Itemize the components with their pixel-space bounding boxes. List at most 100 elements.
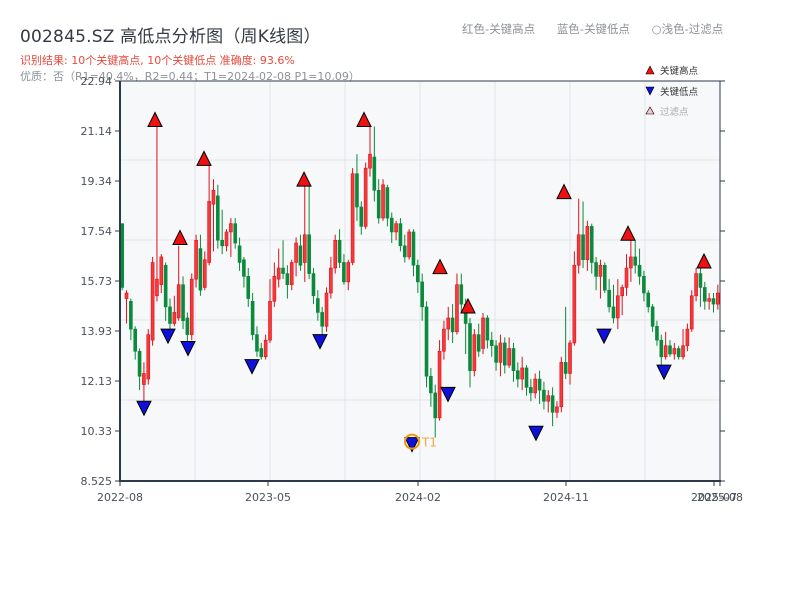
candle-body	[494, 345, 498, 363]
candle-body	[168, 306, 172, 324]
candle-body	[572, 264, 577, 344]
key-low-icon	[596, 328, 612, 345]
candle-body	[229, 223, 233, 233]
candle-body	[533, 378, 538, 394]
candle-body	[711, 298, 716, 305]
page-title: 002845.SZ 高低点分析图（周K线图）	[20, 27, 321, 47]
candle-body	[194, 239, 198, 280]
candle-body	[585, 226, 590, 261]
candle-body	[442, 328, 446, 352]
y-tick-label: 19.34	[81, 175, 113, 188]
y-tick-label: 12.13	[81, 375, 113, 388]
low-triangle-icon	[645, 86, 655, 96]
x-axis-ticks: 2022-08 2023-05 2024-02 2024-11 2025-072025-…	[97, 481, 743, 504]
x-tick-label: 2025-07	[691, 491, 737, 504]
candle-body	[372, 156, 377, 191]
candle-body	[663, 345, 668, 358]
key-low-icon	[180, 341, 196, 357]
candle-body	[211, 190, 216, 205]
key-high-icon	[147, 111, 163, 128]
key-low-icon	[160, 328, 176, 345]
y-tick-label: 17.54	[81, 225, 113, 238]
candle-body	[207, 201, 211, 263]
candle-body	[707, 298, 711, 302]
candle-body	[668, 345, 672, 355]
candle-body	[289, 262, 294, 285]
candle-body	[681, 345, 685, 358]
candle-body	[368, 153, 372, 169]
candle-body	[324, 292, 329, 327]
y-tick-label: 8.525	[81, 475, 113, 488]
key-high-icon	[432, 258, 448, 275]
candle-body	[511, 348, 516, 371]
candle-body	[420, 281, 424, 308]
legend-filtered-label: 过滤点	[660, 106, 689, 118]
candle-body	[363, 167, 368, 227]
candle-body	[359, 206, 364, 227]
candle-body	[702, 287, 707, 302]
candle-body	[146, 334, 151, 380]
candle-body	[476, 334, 481, 352]
x-tick-label: 2023-05	[245, 491, 291, 504]
key-high-icon	[620, 225, 636, 241]
filtered-triangle-icon	[645, 106, 655, 115]
candle-body	[524, 367, 529, 388]
y-tick-label: 10.33	[81, 425, 113, 438]
key-low-icon	[136, 400, 152, 417]
y-tick-label: 21.14	[81, 125, 113, 138]
candle-body	[216, 195, 220, 241]
candle-body	[124, 292, 129, 299]
x-tick-label: 2025-08	[697, 491, 743, 504]
candle-body	[468, 323, 472, 371]
candle-body	[633, 256, 638, 266]
key-high-icon	[296, 171, 312, 187]
candle-body	[455, 284, 459, 333]
candle-body	[337, 239, 342, 263]
gridlines	[120, 81, 720, 481]
key-high-icon	[556, 183, 572, 200]
candle-body	[563, 362, 568, 374]
high-triangle-icon	[645, 65, 655, 75]
legend-light-filtered: ○浅色-过滤点	[651, 22, 724, 36]
candle-body	[502, 342, 507, 366]
key-low-icon	[528, 425, 544, 442]
t1-ring-icon	[404, 433, 420, 450]
candle-body	[181, 284, 185, 322]
candle-body	[150, 262, 155, 341]
candle-body	[311, 273, 316, 297]
candle-body	[346, 262, 351, 283]
candle-body	[333, 239, 338, 269]
key-low-icon	[440, 386, 456, 403]
candle-body	[620, 287, 624, 297]
candles	[120, 126, 720, 438]
y-tick-label: 22.94	[81, 75, 113, 88]
candle-body	[255, 334, 259, 352]
candle-body	[350, 173, 355, 263]
candle-body	[698, 273, 703, 288]
candle-body	[176, 284, 181, 319]
candle-body	[137, 350, 142, 377]
candle-body	[398, 223, 403, 247]
legend-low-label: 关键低点	[660, 86, 699, 98]
candle-body	[589, 226, 594, 263]
candle-body	[685, 328, 690, 347]
y-axis-ticks: 22.94 21.14 19.34 17.54 15.73 13.93 12.13 10.33…	[81, 75, 725, 488]
candle-body	[389, 217, 394, 233]
t1-label: T1	[421, 436, 437, 450]
legend-blue-low: 蓝色-关键低点	[556, 22, 630, 36]
candle-body	[450, 317, 455, 333]
candle-body	[646, 292, 651, 308]
candle-body	[233, 223, 238, 244]
candle-body	[394, 223, 398, 233]
candle-body	[602, 264, 607, 291]
key-low-icon	[244, 359, 260, 375]
candle-body	[129, 301, 133, 330]
candle-body	[659, 339, 664, 358]
key-high-icon	[196, 150, 212, 166]
candle-body	[642, 276, 646, 294]
candle-body	[520, 367, 524, 380]
candle-body	[302, 234, 307, 263]
candle-body	[202, 259, 207, 288]
key-high-icon	[356, 111, 372, 128]
